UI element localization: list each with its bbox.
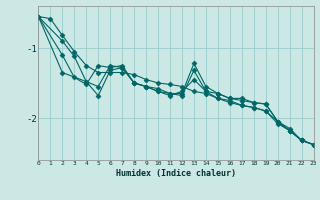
X-axis label: Humidex (Indice chaleur): Humidex (Indice chaleur) [116,169,236,178]
